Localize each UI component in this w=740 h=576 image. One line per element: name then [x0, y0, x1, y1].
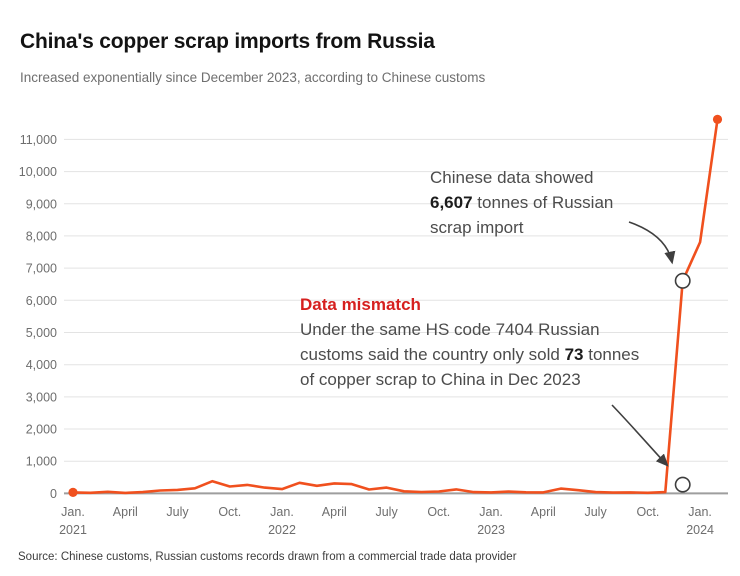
x-tick-label: July: [166, 505, 189, 519]
x-tick-label: Jan.: [61, 505, 85, 519]
x-tick-label: April: [113, 505, 138, 519]
x-tick-year: 2024: [686, 523, 714, 537]
x-tick-label: Oct.: [427, 505, 450, 519]
y-tick-label: 10,000: [19, 165, 57, 179]
dot-marker: [68, 487, 78, 497]
page-title: China's copper scrap imports from Russia: [20, 30, 435, 53]
annotation-chinese-line3: scrap import: [430, 218, 524, 237]
y-axis-labels: 0 1,000 2,000 3,000 4,000 5,000 6,000 7,000 8,00…: [19, 133, 57, 501]
annotation-chinese-data: Chinese data showed 6,607 tonnes of Russ…: [430, 165, 680, 240]
annotation-chinese-line2: tonnes of Russian: [472, 193, 614, 212]
annotation-mismatch-body1: Under the same HS code 7404 Russian cust…: [300, 320, 600, 364]
y-tick-label: 5,000: [26, 326, 57, 340]
data-point-markers: [68, 114, 723, 497]
x-tick-year: 2022: [268, 523, 296, 537]
y-tick-label: 3,000: [26, 390, 57, 404]
open-circle-marker: [674, 272, 691, 289]
annotation-data-mismatch: Data mismatch Under the same HS code 740…: [300, 293, 656, 392]
annotation-mismatch-value: 73: [564, 345, 584, 364]
x-tick-label: Jan.: [270, 505, 294, 519]
annotation-chinese-line1: Chinese data showed: [430, 168, 594, 187]
page-subtitle: Increased exponentially since December 2…: [20, 70, 486, 85]
source-note: Source: Chinese customs, Russian customs…: [18, 551, 517, 563]
y-tick-label: 7,000: [26, 262, 57, 276]
annotation-chinese-value: 6,607: [430, 193, 473, 212]
y-tick-label: 9,000: [26, 197, 57, 211]
x-tick-year: 2023: [477, 523, 505, 537]
y-tick-label: 1,000: [26, 455, 57, 469]
x-tick-year: 2021: [59, 523, 87, 537]
x-tick-label: Jan.: [479, 505, 503, 519]
x-tick-label: April: [322, 505, 347, 519]
annotation-mismatch-body2: tonnes of copper scrap to China in Dec 2…: [300, 345, 640, 389]
y-tick-label: 8,000: [26, 229, 57, 243]
open-circle-marker: [674, 476, 691, 493]
x-axis-labels: Jan. 2021 April July Oct. Jan. 2022 April July Oc…: [59, 505, 714, 537]
y-tick-label: 11,000: [20, 133, 57, 147]
arrow-to-73-point: [611, 404, 669, 467]
x-tick-label: April: [531, 505, 556, 519]
dot-marker: [712, 114, 723, 124]
y-tick-label: 4,000: [26, 358, 57, 372]
x-tick-label: Oct.: [636, 505, 659, 519]
imports-series-line: [71, 118, 719, 495]
x-tick-label: July: [375, 505, 398, 519]
annotation-mismatch-heading: Data mismatch: [300, 295, 421, 314]
y-tick-label: 6,000: [26, 294, 57, 308]
x-tick-label: July: [584, 505, 607, 519]
x-tick-label: Jan.: [688, 505, 712, 519]
y-tick-label: 0: [50, 487, 57, 501]
y-tick-label: 2,000: [26, 423, 57, 437]
gridlines: [64, 138, 728, 495]
x-tick-label: Oct.: [218, 505, 241, 519]
arrow-to-6607-point: [628, 221, 676, 265]
annotation-arrows: [611, 221, 676, 467]
